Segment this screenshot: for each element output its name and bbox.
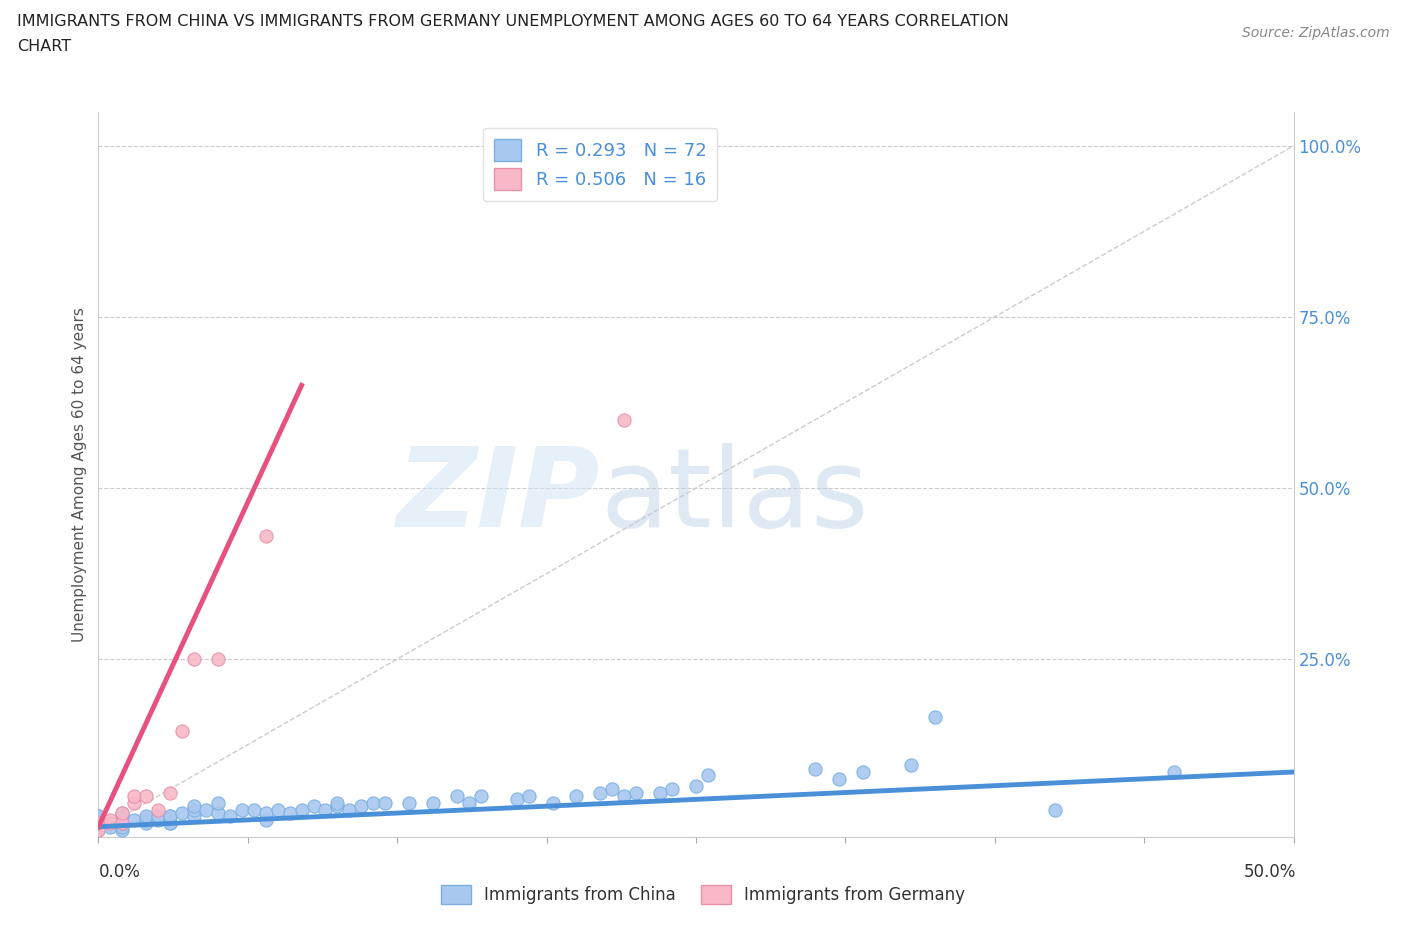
Point xyxy=(589,785,612,800)
Point xyxy=(326,795,349,810)
Point xyxy=(111,816,134,830)
Point xyxy=(159,816,181,830)
Point xyxy=(124,789,146,804)
Point xyxy=(613,412,636,427)
Point xyxy=(1163,764,1185,779)
Text: ZIP: ZIP xyxy=(396,443,600,550)
Point xyxy=(290,803,312,817)
Point xyxy=(87,816,110,830)
Y-axis label: Unemployment Among Ages 60 to 64 years: Unemployment Among Ages 60 to 64 years xyxy=(72,307,87,642)
Point xyxy=(374,795,396,810)
Text: IMMIGRANTS FROM CHINA VS IMMIGRANTS FROM GERMANY UNEMPLOYMENT AMONG AGES 60 TO 6: IMMIGRANTS FROM CHINA VS IMMIGRANTS FROM… xyxy=(17,14,1008,29)
Point xyxy=(398,795,420,810)
Point xyxy=(337,803,360,817)
Point xyxy=(852,764,875,779)
Point xyxy=(87,819,110,834)
Point xyxy=(159,816,181,830)
Point xyxy=(267,803,290,817)
Point xyxy=(111,816,134,830)
Point xyxy=(422,795,444,810)
Point xyxy=(243,803,266,817)
Point xyxy=(1043,803,1066,817)
Point xyxy=(111,823,134,838)
Point xyxy=(924,710,946,724)
Point xyxy=(600,781,623,796)
Point xyxy=(148,809,170,824)
Point xyxy=(350,799,373,814)
Point xyxy=(661,781,683,796)
Point xyxy=(124,813,146,828)
Point xyxy=(148,803,170,817)
Point xyxy=(159,785,181,800)
Point xyxy=(254,528,277,543)
Text: 0.0%: 0.0% xyxy=(98,863,141,882)
Point xyxy=(326,799,349,814)
Point xyxy=(613,789,636,804)
Point xyxy=(111,809,134,824)
Legend: R = 0.293   N = 72, R = 0.506   N = 16: R = 0.293 N = 72, R = 0.506 N = 16 xyxy=(484,128,717,201)
Point xyxy=(87,816,110,830)
Point xyxy=(541,795,564,810)
Point xyxy=(87,813,110,828)
Point xyxy=(159,809,181,824)
Point xyxy=(446,789,468,804)
Point xyxy=(87,809,110,824)
Point xyxy=(278,805,301,820)
Text: Source: ZipAtlas.com: Source: ZipAtlas.com xyxy=(1241,26,1389,40)
Point xyxy=(804,761,827,776)
Legend: Immigrants from China, Immigrants from Germany: Immigrants from China, Immigrants from G… xyxy=(434,878,972,910)
Point xyxy=(124,795,146,810)
Point xyxy=(183,652,205,667)
Point xyxy=(87,823,110,838)
Point xyxy=(517,789,540,804)
Point xyxy=(111,819,134,834)
Point xyxy=(315,803,337,817)
Point xyxy=(828,771,851,786)
Point xyxy=(87,809,110,824)
Point xyxy=(194,803,217,817)
Point xyxy=(111,816,134,830)
Point xyxy=(87,816,110,830)
Text: CHART: CHART xyxy=(17,39,70,54)
Point xyxy=(207,805,229,820)
Point xyxy=(87,823,110,838)
Point xyxy=(207,795,229,810)
Point xyxy=(111,805,134,820)
Point xyxy=(135,789,157,804)
Point xyxy=(111,805,134,820)
Point xyxy=(87,819,110,834)
Point xyxy=(648,785,672,800)
Point xyxy=(98,813,122,828)
Point xyxy=(172,724,194,738)
Point xyxy=(254,805,277,820)
Point xyxy=(183,803,205,817)
Point xyxy=(254,813,277,828)
Point xyxy=(900,758,922,773)
Point xyxy=(685,778,707,793)
Point xyxy=(135,813,157,828)
Text: 50.0%: 50.0% xyxy=(1244,863,1296,882)
Point xyxy=(148,813,170,828)
Point xyxy=(135,816,157,830)
Point xyxy=(697,768,720,783)
Point xyxy=(98,816,122,830)
Point xyxy=(458,795,481,810)
Point xyxy=(98,819,122,834)
Point xyxy=(624,785,647,800)
Point xyxy=(207,652,229,667)
Point xyxy=(506,792,529,807)
Point xyxy=(363,795,385,810)
Point xyxy=(135,809,157,824)
Text: atlas: atlas xyxy=(600,443,869,550)
Point xyxy=(565,789,588,804)
Point xyxy=(302,799,325,814)
Point xyxy=(183,799,205,814)
Point xyxy=(231,803,253,817)
Point xyxy=(159,809,181,824)
Point xyxy=(219,809,242,824)
Point xyxy=(183,809,205,824)
Point xyxy=(470,789,492,804)
Point xyxy=(172,805,194,820)
